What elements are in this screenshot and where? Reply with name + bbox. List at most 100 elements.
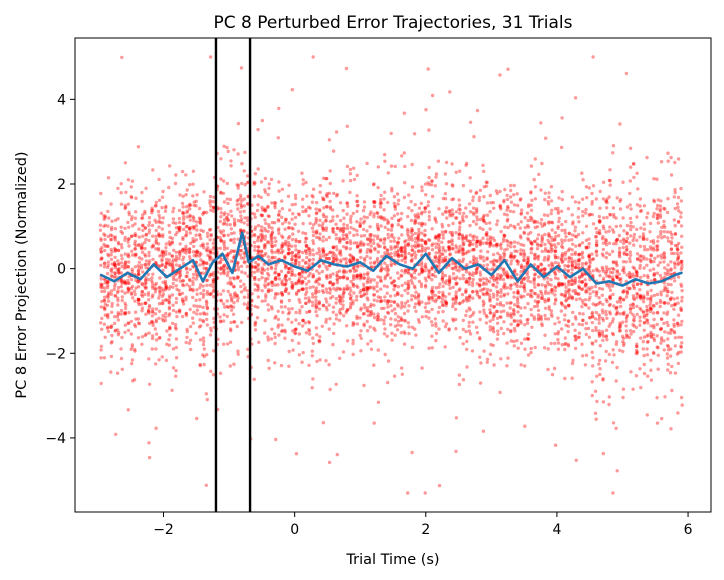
scatter-point	[229, 238, 233, 242]
scatter-point	[649, 288, 653, 293]
scatter-point	[423, 228, 427, 233]
scatter-point	[273, 341, 277, 346]
scatter-point	[325, 276, 329, 280]
scatter-point	[427, 128, 431, 132]
scatter-point	[120, 281, 124, 285]
scatter-point	[359, 349, 363, 353]
scatter-point	[615, 300, 620, 304]
scatter-point	[321, 421, 326, 425]
scatter-point	[116, 318, 121, 322]
scatter-point	[356, 264, 360, 268]
scatter-point	[392, 279, 396, 283]
scatter-point	[392, 287, 396, 292]
scatter-point	[567, 260, 571, 264]
scatter-point	[341, 291, 346, 295]
scatter-point	[379, 238, 383, 243]
scatter-point	[386, 268, 391, 272]
scatter-point	[153, 204, 158, 208]
scatter-point	[328, 280, 332, 284]
scatter-point	[307, 296, 311, 300]
scatter-point	[505, 193, 509, 198]
scatter-point	[614, 260, 618, 264]
scatter-point	[331, 227, 335, 231]
scatter-point	[485, 201, 490, 205]
scatter-point	[266, 204, 270, 209]
scatter-point	[177, 256, 181, 261]
scatter-point	[461, 273, 465, 277]
scatter-point	[369, 339, 373, 343]
scatter-point	[194, 331, 198, 335]
scatter-point	[158, 234, 162, 238]
scatter-point	[110, 225, 114, 230]
scatter-point	[286, 240, 291, 245]
scatter-point	[154, 261, 158, 265]
scatter-point	[632, 329, 636, 334]
scatter-point	[113, 260, 117, 265]
scatter-point	[201, 336, 206, 340]
scatter-point	[109, 253, 113, 257]
scatter-point	[311, 241, 316, 246]
scatter-point	[519, 363, 523, 367]
scatter-point	[133, 222, 137, 226]
scatter-point	[293, 258, 298, 263]
scatter-point	[601, 180, 606, 184]
scatter-point	[383, 295, 387, 299]
scatter-point	[529, 307, 533, 312]
scatter-point	[369, 278, 373, 282]
scatter-point	[208, 254, 212, 258]
scatter-point	[229, 227, 234, 231]
scatter-point	[403, 260, 408, 264]
scatter-point	[631, 305, 636, 310]
scatter-point	[621, 180, 625, 184]
scatter-point	[208, 283, 212, 287]
scatter-point	[113, 314, 117, 319]
scatter-point	[625, 205, 630, 209]
scatter-point	[197, 251, 202, 255]
scatter-point	[259, 270, 263, 274]
scatter-point	[296, 279, 301, 283]
scatter-point	[335, 226, 340, 230]
scatter-point	[451, 221, 455, 226]
scatter-point	[307, 274, 311, 278]
scatter-point	[314, 291, 318, 295]
scatter-point	[614, 379, 618, 383]
scatter-point	[379, 193, 383, 198]
scatter-point	[123, 312, 127, 316]
scatter-point	[349, 241, 353, 246]
scatter-point	[163, 264, 168, 269]
scatter-point	[376, 315, 380, 319]
scatter-point	[167, 327, 172, 331]
scatter-point	[232, 249, 237, 253]
scatter-point	[361, 288, 366, 292]
scatter-point	[427, 165, 431, 170]
scatter-point	[201, 271, 205, 275]
scatter-point	[338, 307, 342, 312]
scatter-point	[109, 370, 113, 374]
scatter-point	[542, 258, 546, 262]
scatter-point	[259, 195, 263, 200]
scatter-point	[98, 228, 103, 232]
scatter-point	[150, 281, 155, 285]
scatter-point	[419, 282, 424, 286]
scatter-point	[324, 218, 328, 223]
scatter-point	[143, 209, 147, 214]
scatter-point	[228, 280, 232, 284]
scatter-point	[358, 223, 362, 227]
scatter-point	[641, 237, 646, 241]
scatter-point	[334, 382, 338, 386]
scatter-point	[614, 216, 618, 220]
scatter-point	[222, 200, 227, 204]
scatter-point	[293, 273, 297, 277]
scatter-point	[526, 332, 531, 336]
scatter-point	[365, 229, 369, 233]
scatter-point	[290, 203, 294, 207]
scatter-point	[556, 277, 560, 281]
scatter-point	[457, 373, 462, 377]
scatter-point	[116, 248, 121, 252]
scatter-point	[631, 387, 635, 391]
scatter-point	[378, 295, 383, 300]
scatter-point	[383, 190, 387, 194]
scatter-point	[328, 181, 332, 186]
scatter-point	[262, 246, 267, 250]
scatter-point	[573, 259, 577, 263]
